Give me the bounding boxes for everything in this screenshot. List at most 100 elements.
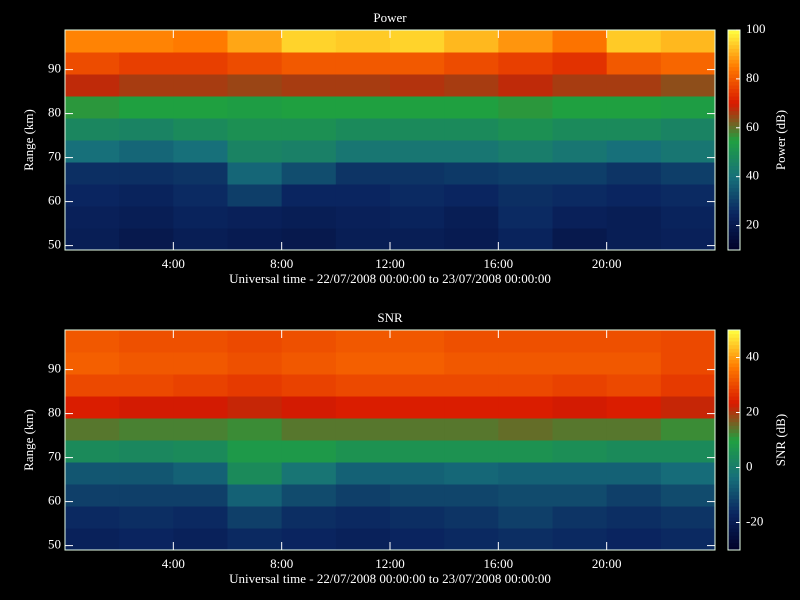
colorbar-segment: [728, 154, 740, 159]
heatmap-cell: [552, 228, 608, 251]
colorbar-segment: [728, 228, 740, 233]
heatmap-cell: [173, 206, 228, 229]
heatmap-cell: [119, 462, 174, 485]
x-axis-label: Universal time - 22/07/2008 00:00:00 to …: [229, 571, 551, 586]
heatmap-cell: [390, 206, 445, 229]
colorbar-segment: [728, 107, 740, 112]
heatmap-cell: [660, 330, 716, 353]
heatmap-cell: [660, 118, 716, 141]
heatmap-cell: [606, 440, 662, 463]
heatmap-cell: [335, 418, 391, 441]
colorbar-segment: [728, 480, 740, 485]
colorbar-tick-label: 0: [746, 458, 753, 473]
colorbar-tick-label: 20: [746, 403, 759, 418]
heatmap-cell: [65, 118, 120, 141]
heatmap-cell: [660, 52, 716, 75]
heatmap-cell: [444, 528, 499, 551]
colorbar-segment: [728, 246, 740, 251]
colorbar-segment: [728, 242, 740, 247]
colorbar-segment: [728, 136, 740, 141]
heatmap-cell: [498, 228, 553, 251]
colorbar-segment: [728, 202, 740, 207]
heatmap-cell: [281, 162, 337, 185]
heatmap-cell: [335, 162, 391, 185]
heatmap-cell: [65, 506, 120, 529]
colorbar-segment: [728, 44, 740, 49]
heatmap-cell: [390, 118, 445, 141]
heatmap-cell: [281, 184, 337, 207]
heatmap-cell: [552, 52, 608, 75]
heatmap-cell: [65, 418, 120, 441]
heatmap-cell: [552, 118, 608, 141]
colorbar-segment: [728, 542, 740, 547]
y-tick-label: 80: [48, 105, 61, 120]
colorbar-segment: [728, 469, 740, 474]
colorbar-segment: [728, 147, 740, 152]
heatmap-cell: [173, 374, 228, 397]
heatmap-cell: [335, 462, 391, 485]
colorbar-segment: [728, 125, 740, 130]
heatmap-cell: [498, 440, 553, 463]
x-tick-label: 16:00: [484, 256, 514, 271]
heatmap-cell: [227, 462, 283, 485]
heatmap-cell: [335, 184, 391, 207]
heatmap-cell: [335, 74, 391, 97]
heatmap-cell: [390, 506, 445, 529]
heatmap-cell: [606, 184, 662, 207]
colorbar-segment: [728, 81, 740, 86]
colorbar-segment: [728, 546, 740, 551]
heatmap-cell: [552, 528, 608, 551]
heatmap-cell: [552, 140, 608, 163]
colorbar-segment: [728, 429, 740, 434]
heatmap-cell: [335, 206, 391, 229]
heatmap-cell: [173, 396, 228, 419]
heatmap-cell: [498, 396, 553, 419]
colorbar-segment: [728, 513, 740, 518]
colorbar-segment: [728, 451, 740, 456]
heatmap-cell: [498, 140, 553, 163]
heatmap-cell: [227, 52, 283, 75]
heatmap-cell: [173, 506, 228, 529]
heatmap-cell: [281, 52, 337, 75]
heatmap-cell: [119, 418, 174, 441]
heatmap-cell: [498, 528, 553, 551]
heatmap-cell: [498, 418, 553, 441]
colorbar-segment: [728, 418, 740, 423]
colorbar-segment: [728, 59, 740, 64]
heatmap-cell: [498, 162, 553, 185]
heatmap-cell: [606, 52, 662, 75]
heatmap-cell: [119, 118, 174, 141]
heatmap-cell: [173, 52, 228, 75]
colorbar-segment: [728, 528, 740, 533]
heatmap-cell: [119, 396, 174, 419]
colorbar-tick-label: 40: [746, 168, 759, 183]
heatmap-cell: [227, 118, 283, 141]
heatmap-cell: [498, 484, 553, 507]
heatmap-cell: [606, 162, 662, 185]
heatmap-cell: [227, 528, 283, 551]
heatmap-cell: [606, 30, 662, 53]
colorbar-segment: [728, 129, 740, 134]
colorbar-segment: [728, 121, 740, 126]
heatmap-cell: [390, 184, 445, 207]
heatmap-cell: [390, 396, 445, 419]
heatmap-cell: [227, 352, 283, 375]
x-tick-label: 20:00: [592, 556, 622, 571]
heatmap-cell: [119, 140, 174, 163]
colorbar-segment: [728, 458, 740, 463]
colorbar-segment: [728, 209, 740, 214]
heatmap-cell: [606, 96, 662, 119]
colorbar-segment: [728, 465, 740, 470]
colorbar-segment: [728, 487, 740, 492]
colorbar-segment: [728, 344, 740, 349]
heatmap-cell: [119, 52, 174, 75]
heatmap-cell: [227, 418, 283, 441]
heatmap-cell: [227, 228, 283, 251]
colorbar-segment: [728, 99, 740, 104]
colorbar-segment: [728, 48, 740, 53]
heatmap-cell: [444, 206, 499, 229]
heatmap-cell: [65, 440, 120, 463]
heatmap-cell: [65, 206, 120, 229]
heatmap-cell: [281, 118, 337, 141]
heatmap-cell: [660, 418, 716, 441]
